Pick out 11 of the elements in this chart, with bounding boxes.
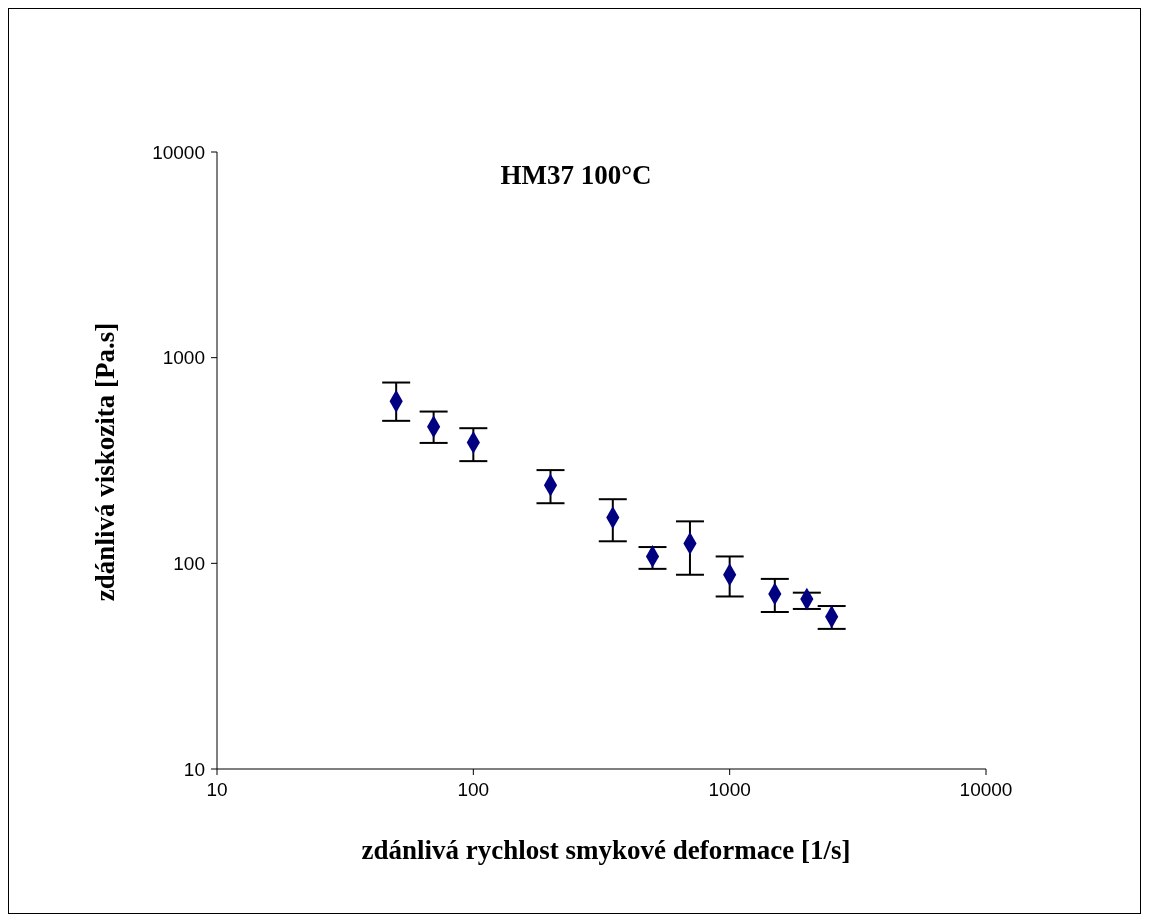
x-tick-label: 10	[206, 779, 228, 801]
y-tick-label: 100	[173, 553, 205, 575]
y-tick-label: 10000	[152, 141, 205, 163]
y-axis-title: zdánlivá viskozita [Pa.s]	[90, 322, 120, 602]
x-tick-label: 10000	[959, 779, 1013, 801]
x-tick-label: 1000	[708, 779, 751, 801]
x-axis-title: zdánlivá rychlost smykové deformace [1/s]	[361, 835, 851, 865]
y-tick-label: 1000	[162, 347, 205, 369]
y-tick-label: 10	[183, 758, 205, 780]
x-tick-label: 100	[457, 779, 490, 801]
chart-title: HM37 100°C	[500, 160, 652, 190]
